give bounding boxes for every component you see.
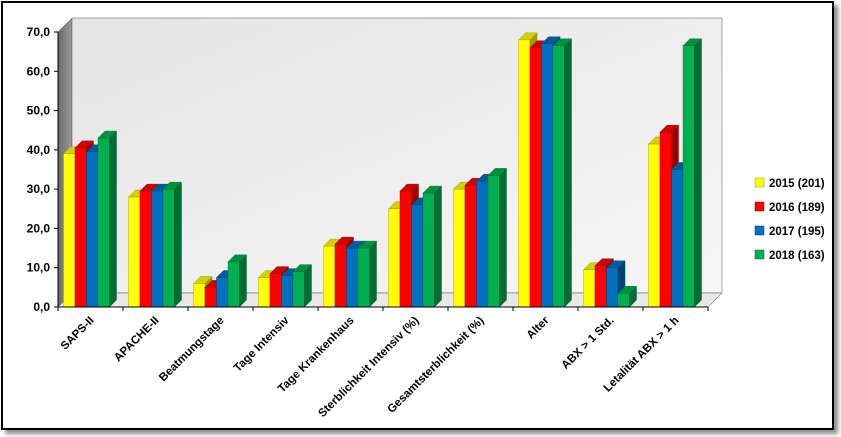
- legend-entry: 2015 (201): [754, 177, 825, 190]
- y-tick-label: 30,0: [27, 182, 51, 196]
- y-tick-label: 70,0: [27, 25, 51, 39]
- y-tick-label: 60,0: [27, 64, 51, 78]
- bar: [292, 264, 312, 308]
- legend-label: 2018 (163): [769, 250, 825, 262]
- legend-swatch: [754, 201, 765, 212]
- bar: [552, 38, 572, 308]
- bar: [487, 167, 507, 308]
- legend-label: 2015 (201): [769, 178, 825, 190]
- legend-swatch: [754, 177, 765, 188]
- bar: [162, 181, 182, 308]
- y-tick-label: 0,0: [33, 300, 50, 314]
- legend-label: 2017 (195): [769, 226, 825, 238]
- bar: [227, 254, 247, 308]
- y-tick-label: 50,0: [27, 104, 51, 118]
- bar: [357, 240, 377, 308]
- bar: [682, 38, 702, 308]
- bar: [97, 130, 117, 308]
- y-tick-label: 10,0: [27, 261, 51, 275]
- y-tick-label: 20,0: [27, 221, 51, 235]
- y-tick-label: 40,0: [27, 143, 51, 157]
- legend-entry: 2016 (189): [754, 201, 825, 214]
- legend-label: 2016 (189): [769, 202, 825, 214]
- legend-entry: 2017 (195): [754, 225, 825, 238]
- legend-swatch: [754, 225, 765, 236]
- legend-swatch: [754, 249, 765, 260]
- legend-entry: 2018 (163): [754, 249, 825, 262]
- bar: [422, 185, 442, 308]
